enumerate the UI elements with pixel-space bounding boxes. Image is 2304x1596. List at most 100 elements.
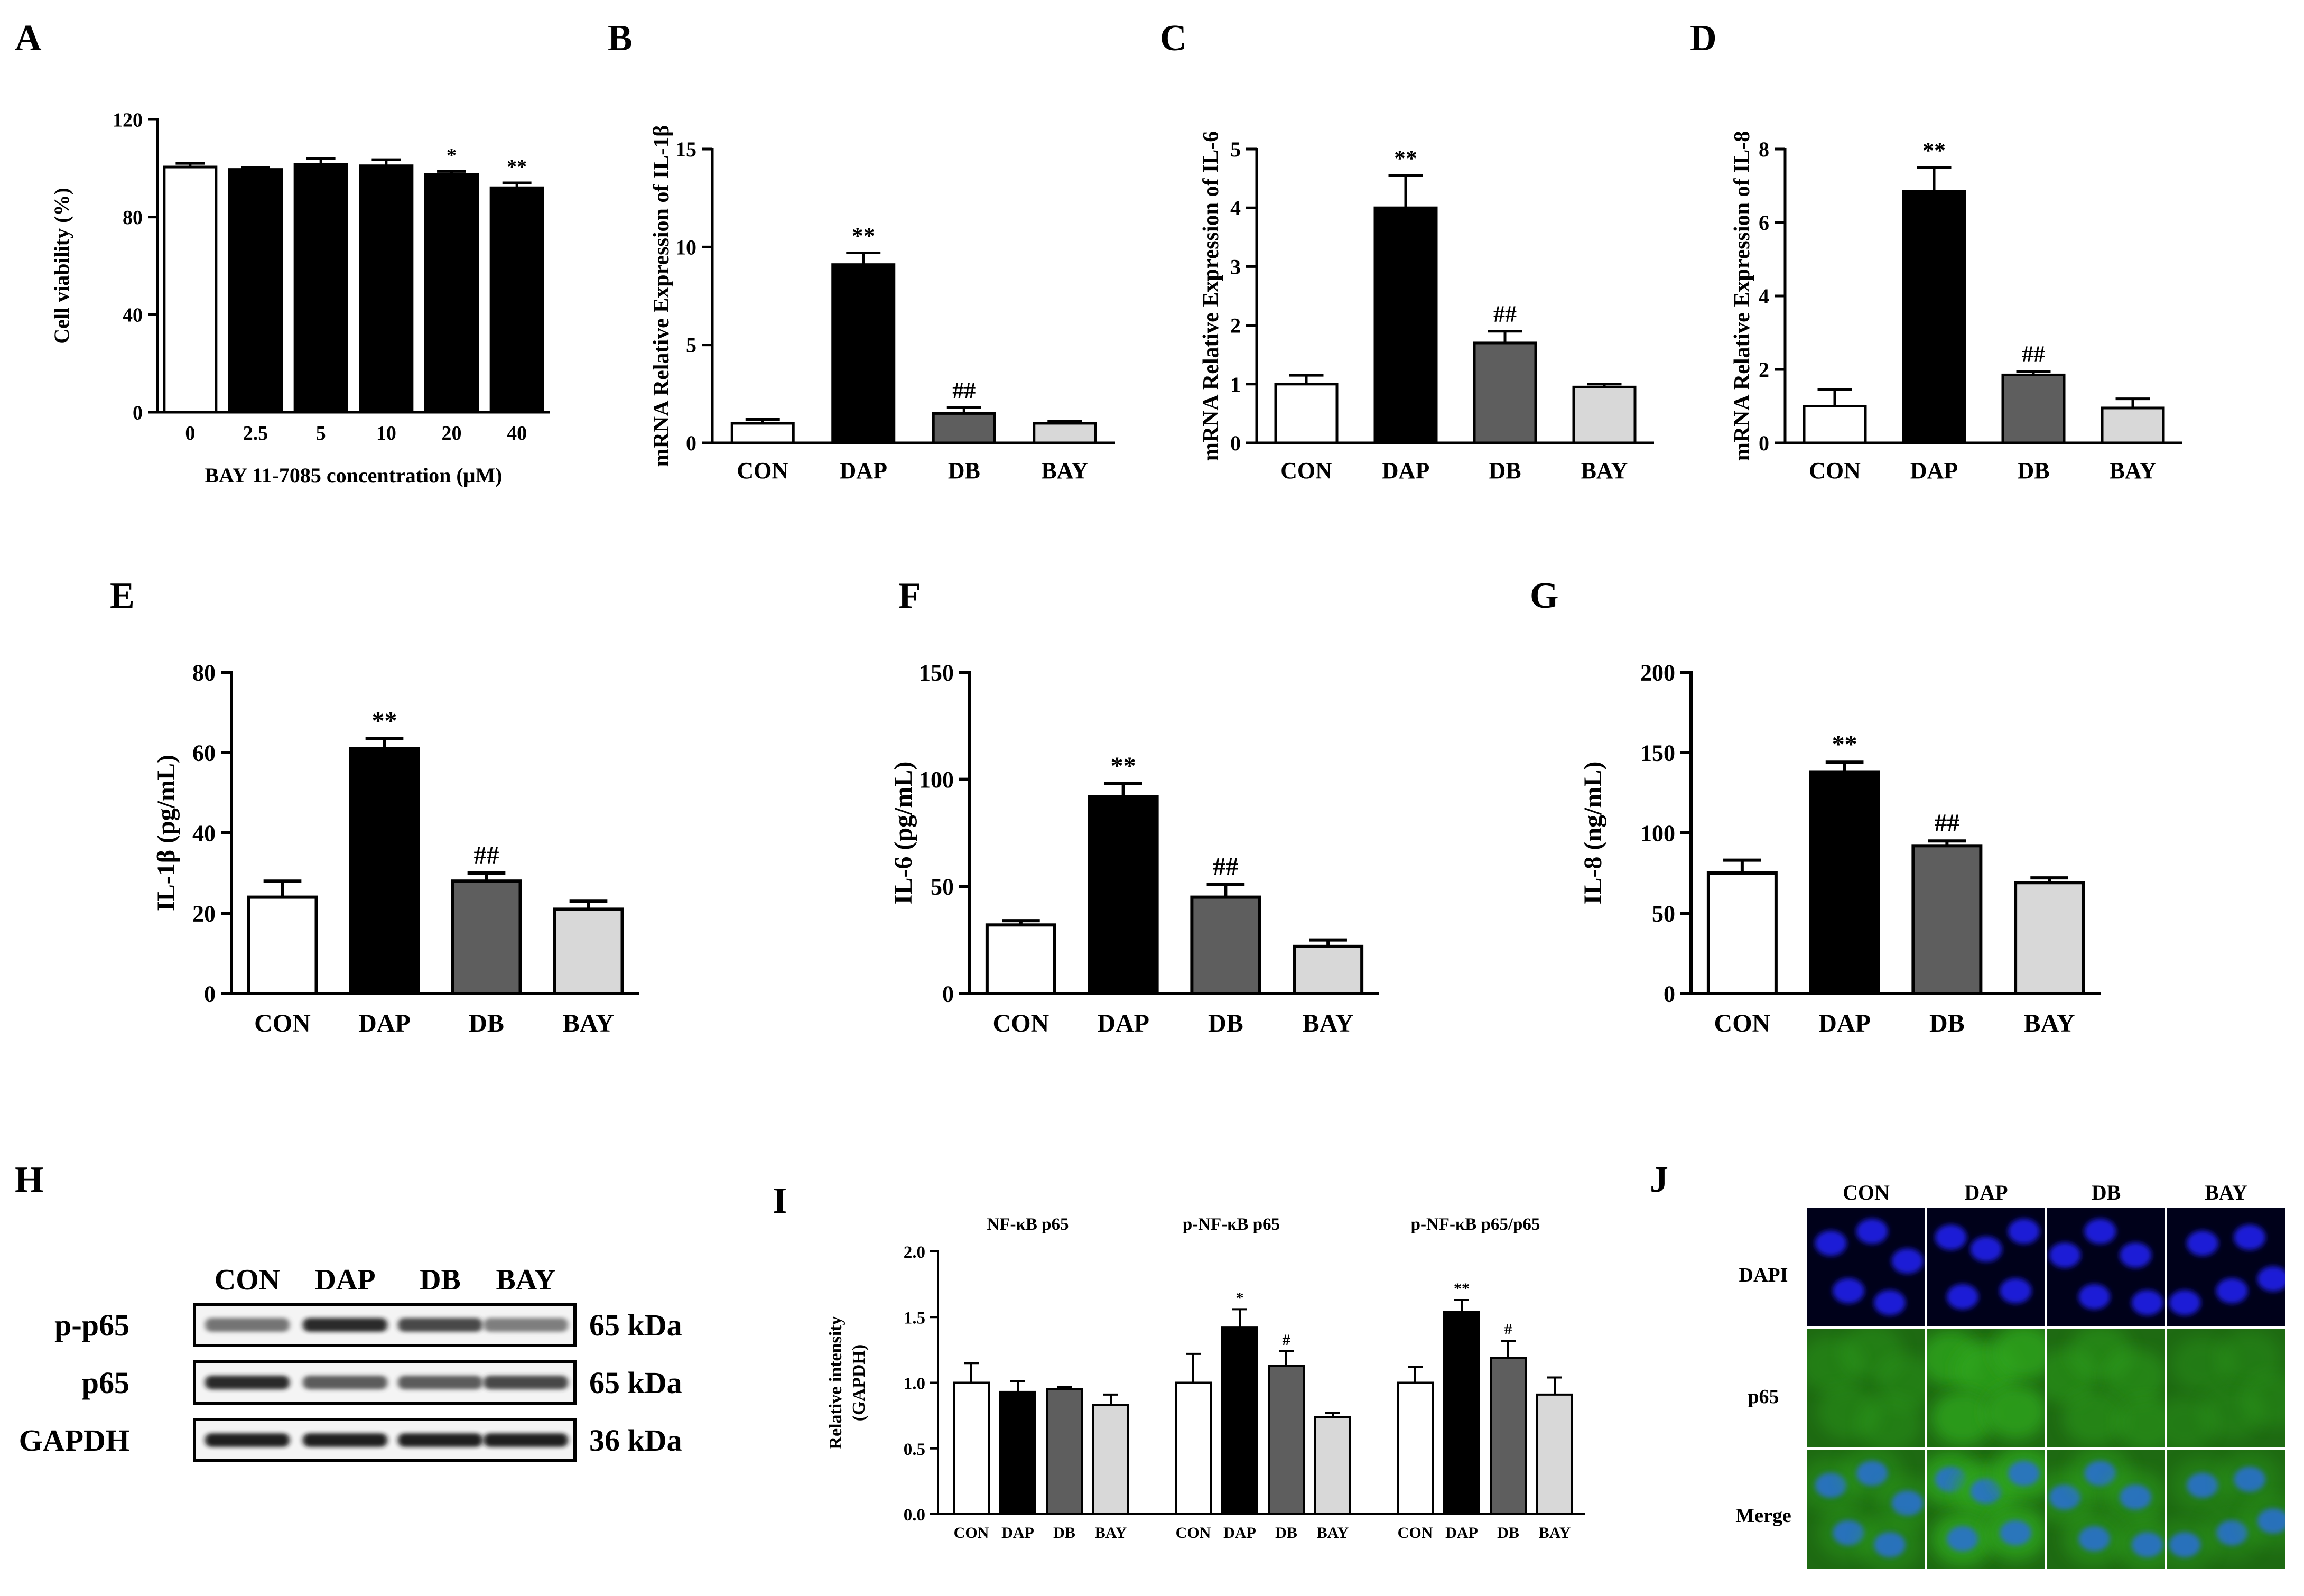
- bar: [1809, 770, 1880, 995]
- panel-i-relative-intensity-chart: I 0.0 0.5 1.0 1.5 2.0 Relative intensity (GAPDH…: [773, 1181, 1585, 1542]
- if-row-label: Merge: [1735, 1505, 1791, 1527]
- nucleus: [2186, 1230, 2218, 1256]
- nucleus: [2186, 1472, 2218, 1498]
- panel-label-f: F: [898, 576, 921, 616]
- significance-label: #: [1283, 1331, 1290, 1349]
- x-tick-label: CON: [254, 1009, 311, 1037]
- nucleus: [1856, 1461, 1888, 1486]
- y-axis-title: Cell viability (%): [50, 188, 73, 344]
- x-tick-label: CON: [1176, 1524, 1211, 1542]
- x-tick-label: DAP: [1910, 458, 1958, 484]
- significance-label: **: [507, 156, 527, 178]
- y-axis-title-line2: (GAPDH): [849, 1344, 869, 1421]
- blot-band: [484, 1376, 568, 1389]
- x-tick-label: DB: [948, 458, 980, 484]
- x-tick-label: BAY: [2024, 1009, 2075, 1037]
- bar: [953, 1381, 990, 1515]
- bar: [1314, 1416, 1351, 1516]
- nucleus: [2216, 1278, 2248, 1304]
- bar: [1443, 1311, 1480, 1516]
- bar: [228, 168, 283, 414]
- bar: [1473, 341, 1537, 444]
- panel-e-il1b-elisa-chart: E 0 20 40 60 80 IL-1β (pg/mL) CON ** DAP ## DB BAY: [110, 576, 639, 1037]
- significance-label: ##: [1213, 852, 1238, 880]
- x-tick-label: 10: [376, 422, 396, 444]
- blot-band: [484, 1433, 568, 1447]
- nucleus: [2169, 1290, 2201, 1315]
- nucleus: [2000, 1520, 2032, 1546]
- nucleus: [2084, 1219, 2116, 1244]
- blot-size-label: 65 kDa: [589, 1366, 682, 1400]
- blot-band: [205, 1376, 290, 1389]
- panel-c-il6-mrna-chart: C 0 1 2 3 4 5 mRNA Relative Expression of IL-6 C…: [1160, 18, 1654, 484]
- bar: [451, 879, 522, 995]
- y-tick-label: 6: [1759, 211, 1769, 235]
- blot-band: [205, 1433, 290, 1447]
- group-title: p-NF-κB p65: [1183, 1215, 1280, 1234]
- x-tick-label: BAY: [1095, 1524, 1127, 1542]
- if-image-merge-dap: [1927, 1450, 2045, 1569]
- cell-body: [2063, 1390, 2126, 1445]
- lane-label: DB: [420, 1264, 461, 1296]
- y-tick-label: 150: [919, 660, 954, 685]
- nucleus: [2131, 1532, 2163, 1557]
- if-image-dapi-bay: [2167, 1208, 2285, 1326]
- nucleus: [1815, 1472, 1847, 1498]
- cell-body: [1858, 1396, 1922, 1447]
- if-image-p65-bay: [2167, 1329, 2285, 1447]
- panel-label-g: G: [1530, 576, 1558, 616]
- panel-label-b: B: [608, 18, 633, 59]
- bar: [359, 164, 414, 414]
- nucleus: [1874, 1290, 1906, 1315]
- bar: [1572, 385, 1637, 444]
- blot-protein-label: p65: [82, 1366, 129, 1400]
- y-tick-label: 0: [1664, 981, 1675, 1007]
- bar: [349, 747, 420, 996]
- blot-strip: [193, 1418, 577, 1462]
- y-axis-title: IL-6 (pg/mL): [889, 762, 917, 905]
- bar: [1088, 795, 1159, 996]
- nucleus: [2234, 1224, 2266, 1250]
- nucleus: [2078, 1526, 2111, 1552]
- nucleus: [1815, 1230, 1847, 1256]
- significance-label: ##: [1493, 301, 1517, 327]
- significance-label: ##: [2022, 341, 2045, 367]
- y-tick-label: 100: [1640, 820, 1675, 846]
- x-tick-label: DAP: [1001, 1524, 1034, 1542]
- y-tick-label: 0: [1230, 431, 1241, 455]
- bar: [1033, 422, 1097, 444]
- bar: [1536, 1393, 1573, 1515]
- bar: [1373, 206, 1438, 444]
- x-tick-label: DB: [469, 1009, 504, 1037]
- significance-label: **: [1394, 145, 1417, 171]
- cell-body: [2104, 1349, 2165, 1404]
- x-tick-label: DB: [1053, 1524, 1075, 1542]
- bar: [1221, 1326, 1258, 1515]
- x-tick-label: CON: [737, 458, 788, 484]
- bar: [1902, 190, 1966, 444]
- if-image-p65-dap: [1927, 1329, 2045, 1447]
- blot-band: [205, 1318, 290, 1332]
- bar: [1190, 895, 1261, 995]
- y-tick-label: 5: [1230, 137, 1241, 161]
- x-tick-label: BAY: [563, 1009, 614, 1037]
- bar: [932, 412, 996, 444]
- bar: [2001, 373, 2066, 444]
- significance-label: #: [1504, 1321, 1512, 1338]
- blot-band: [398, 1376, 482, 1389]
- x-axis-title: BAY 11-7085 concentration (μM): [205, 463, 503, 487]
- x-tick-label: DAP: [840, 458, 887, 484]
- x-tick-label: CON: [993, 1009, 1049, 1037]
- nucleus: [1946, 1284, 1978, 1310]
- bar: [2014, 881, 2085, 995]
- nucleus: [2120, 1242, 2152, 1268]
- bar: [1274, 383, 1339, 444]
- significance-label: **: [1922, 137, 1946, 163]
- if-column-label: DAP: [1964, 1181, 2008, 1204]
- panel-j-immunofluorescence: J CON DAP DB BAY DAPI p65 Merge: [1650, 1159, 2285, 1569]
- panel-label-d: D: [1690, 18, 1717, 59]
- x-tick-label: DB: [1497, 1524, 1519, 1542]
- panel-f-il6-elisa-chart: F 0 50 100 150 IL-6 (pg/mL) CON ** DAP ## DB BAY: [889, 576, 1379, 1037]
- nucleus: [2008, 1461, 2040, 1486]
- significance-label: ##: [1934, 809, 1959, 837]
